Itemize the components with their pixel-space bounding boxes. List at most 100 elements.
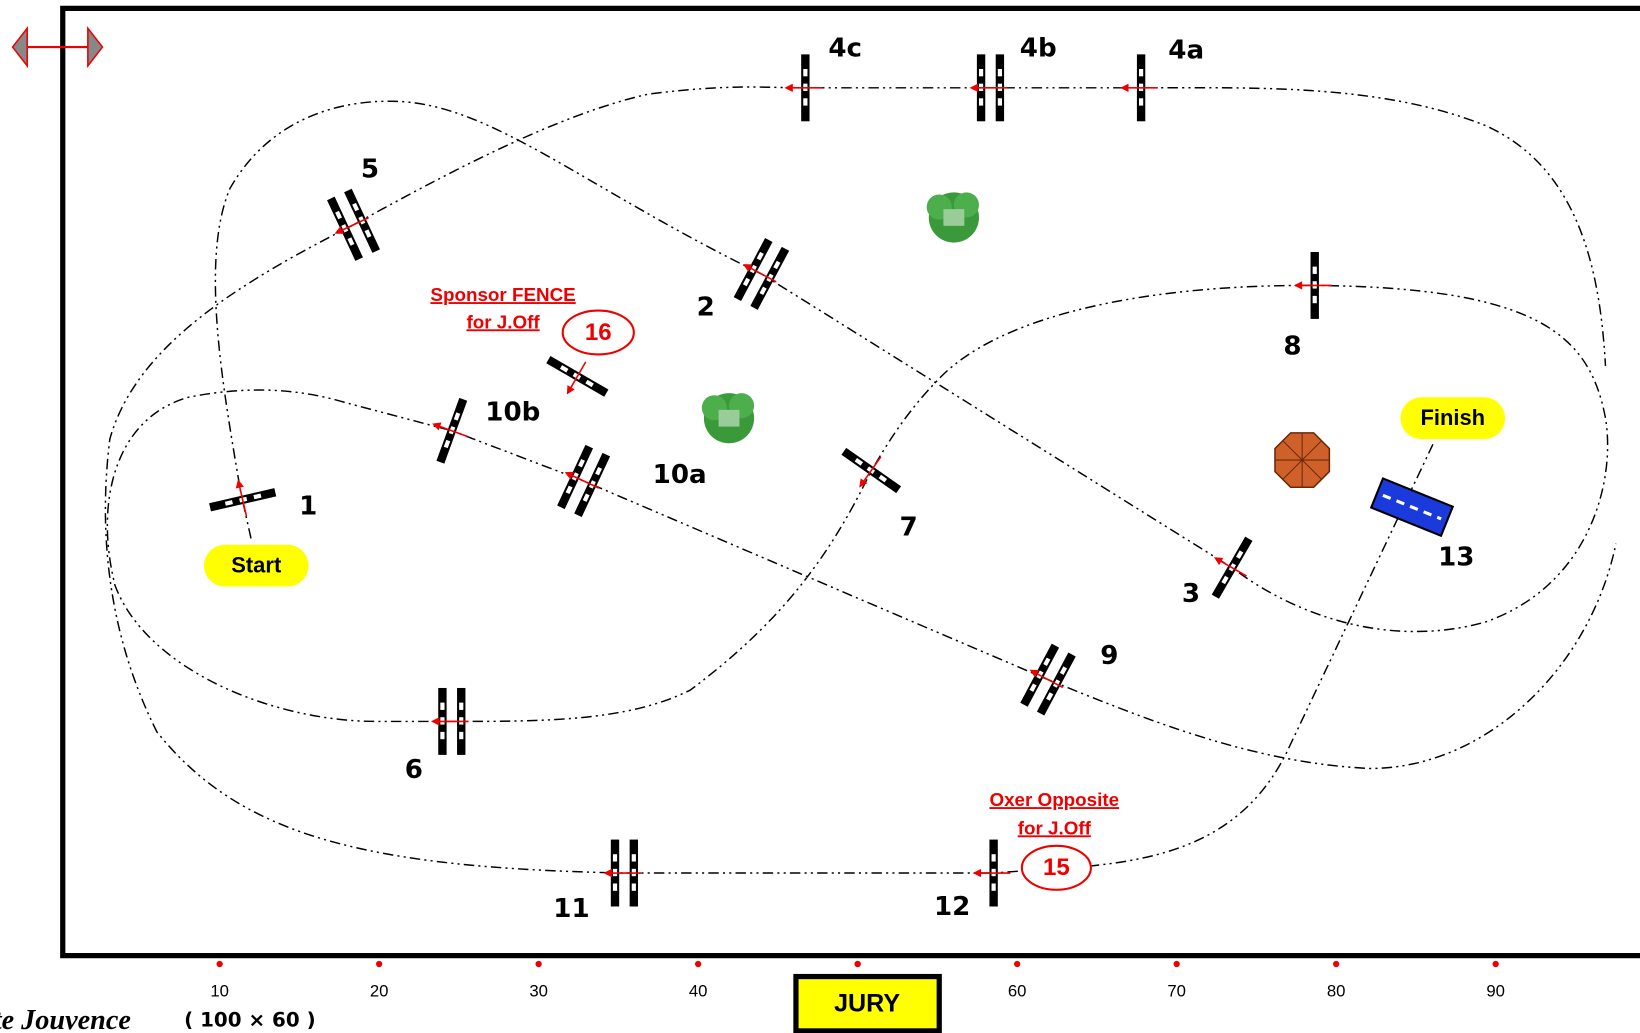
direction-arrowhead — [1213, 557, 1224, 566]
start-marker — [203, 544, 309, 587]
rail-stripe — [1312, 295, 1317, 304]
direction-arrowhead — [859, 478, 868, 488]
tree — [701, 393, 755, 444]
rail-stripe — [997, 98, 1002, 106]
rail-stripe — [1221, 575, 1229, 585]
scale-tick — [535, 960, 542, 968]
fence-number: 7 — [899, 512, 917, 542]
rail-stripe — [978, 98, 984, 106]
jury-box — [793, 973, 942, 1033]
rail-stripe — [978, 69, 984, 77]
course-tracks — [104, 86, 1617, 874]
rail-stripe — [352, 202, 360, 212]
direction-arrowhead — [1120, 83, 1129, 93]
note-circle — [561, 309, 635, 356]
jump — [1020, 643, 1076, 716]
jump — [209, 479, 277, 517]
direction-arrowhead — [603, 868, 612, 878]
jump — [1211, 536, 1253, 599]
fence-number: 3 — [1182, 579, 1200, 609]
rail-stripe — [612, 883, 618, 891]
direction-arrowhead — [1029, 669, 1039, 678]
scale-label: 30 — [529, 981, 548, 1000]
jump — [1293, 251, 1332, 319]
rail-stripe — [1236, 550, 1244, 559]
scale-label: 80 — [1327, 981, 1346, 1000]
direction-arrowhead — [334, 226, 344, 234]
rail-stripe — [253, 493, 262, 500]
rail-stripe — [559, 365, 569, 373]
scale-label: 40 — [689, 981, 708, 1000]
scale-tick — [1014, 960, 1021, 968]
scale-label: 60 — [1008, 981, 1027, 1000]
rail-stripe — [991, 883, 996, 891]
direction-arrowhead — [564, 471, 575, 480]
direction-arrowhead — [784, 83, 793, 93]
note-number: 16 — [585, 319, 612, 346]
rail-stripe — [1059, 666, 1068, 675]
jump — [784, 54, 823, 122]
rail-stripe — [631, 854, 636, 862]
arena-border — [60, 5, 1640, 959]
rail-stripe — [582, 493, 590, 502]
scale-tick — [695, 960, 702, 968]
fence-number: 11 — [553, 894, 589, 924]
jump — [430, 687, 469, 755]
direction-arrowhead — [432, 422, 442, 431]
rail-stripe — [459, 702, 464, 710]
scale-tick — [376, 960, 383, 968]
fence-number: 2 — [697, 293, 715, 323]
rail-stripe — [443, 439, 451, 449]
rail-stripe — [991, 854, 996, 862]
rail-stripe — [595, 466, 603, 476]
scale-label: 70 — [1167, 981, 1186, 1000]
rail-stripe — [1043, 657, 1051, 667]
tree — [926, 192, 979, 243]
rail-stripe — [878, 474, 888, 483]
jump — [972, 839, 1011, 907]
finish-marker — [1400, 397, 1506, 440]
jump — [557, 444, 611, 518]
direction-icon — [11, 25, 104, 69]
fence-number: 8 — [1283, 331, 1301, 361]
finish-label: Finish — [1420, 405, 1485, 430]
rail-stripe — [631, 883, 636, 891]
rail-stripe — [440, 702, 445, 710]
jury-dot — [854, 960, 861, 968]
jump — [1120, 54, 1158, 122]
course-dimensions: ( 100 × 60 ) — [184, 1009, 316, 1032]
fence-number: 1 — [299, 491, 317, 521]
rail-stripe — [803, 98, 808, 106]
scale-tick — [1333, 960, 1340, 968]
jury-label: JURY — [834, 989, 900, 1017]
rail-stripe — [773, 260, 781, 270]
start-label: Start — [231, 552, 282, 577]
rail-stripe — [459, 731, 464, 740]
note-number: 15 — [1043, 854, 1070, 881]
direction-arrowhead — [235, 479, 244, 489]
jump — [432, 397, 468, 464]
rail-stripe — [1312, 266, 1317, 274]
note-line: Oxer Opposite — [989, 789, 1119, 810]
jump — [733, 238, 790, 310]
jump — [546, 356, 609, 397]
rail-stripe — [1139, 69, 1144, 77]
rail-stripe — [1139, 98, 1144, 106]
direction-arrowhead — [969, 83, 978, 93]
rail-stripe — [997, 69, 1002, 77]
fence-number: 9 — [1100, 641, 1118, 671]
rail-stripe — [742, 277, 751, 287]
direction-arrowhead — [430, 717, 440, 726]
rail-stripe — [585, 379, 594, 388]
rail-stripe — [854, 457, 864, 466]
rail-stripe — [440, 731, 445, 740]
direction-arrowhead — [566, 385, 575, 395]
rail-stripe — [756, 251, 764, 261]
rail-stripe — [347, 237, 355, 246]
fence-number: 4c — [828, 33, 862, 63]
direction-arrowhead — [972, 868, 982, 878]
note-circle — [1020, 844, 1092, 891]
note-line: Sponsor FENCE — [430, 284, 575, 305]
fence-number: 10b — [485, 397, 540, 427]
